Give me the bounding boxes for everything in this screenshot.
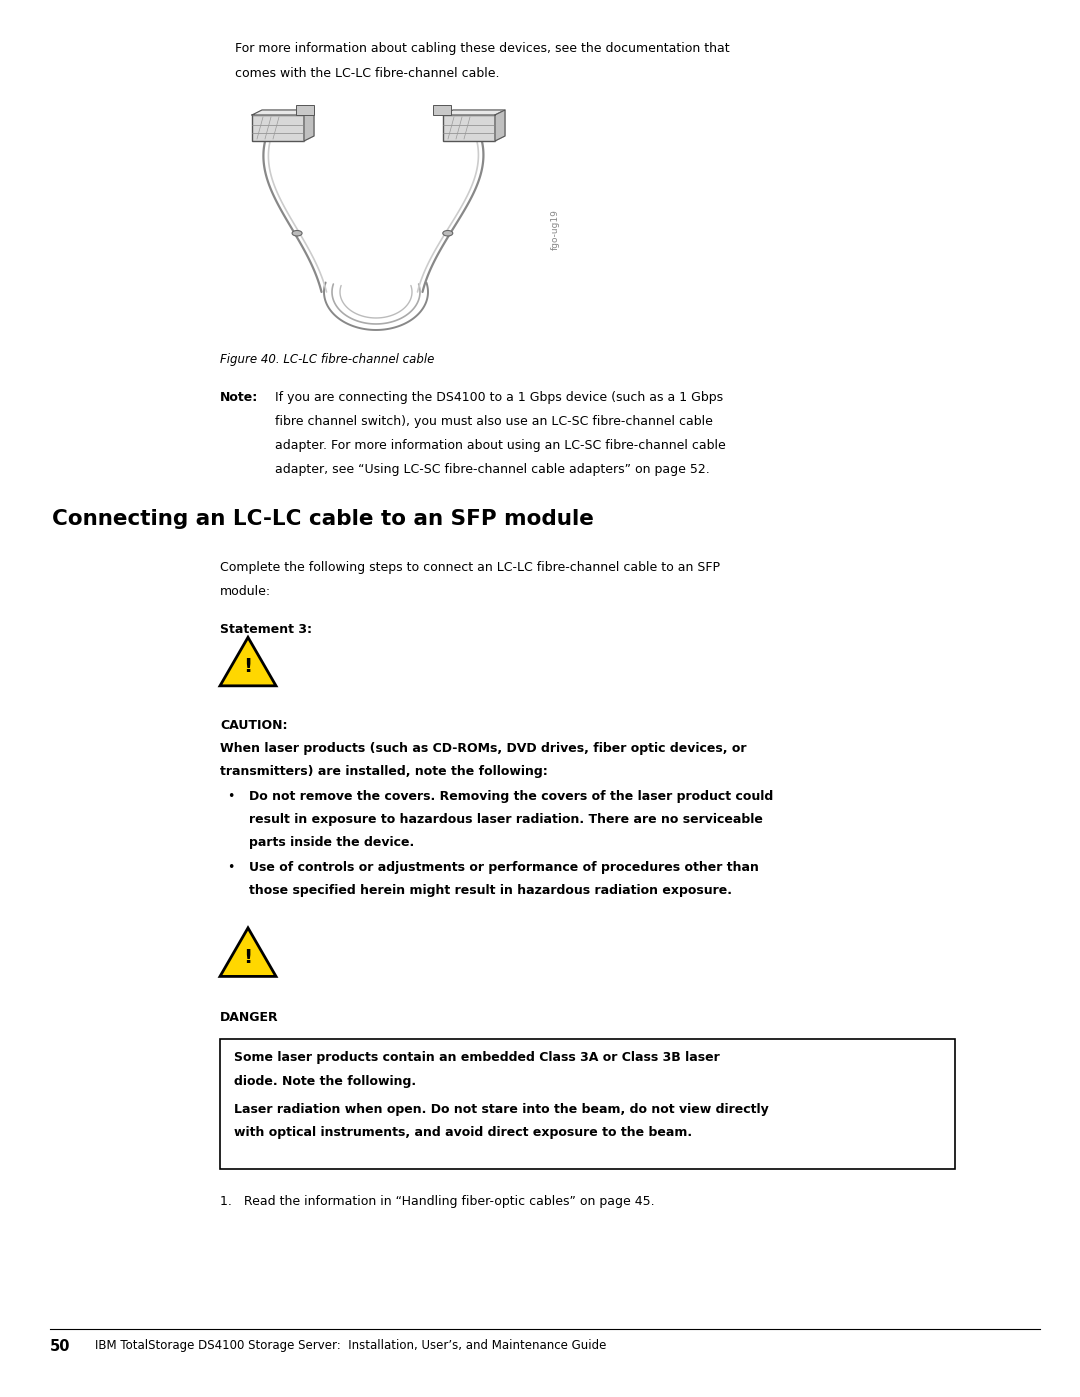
Polygon shape	[495, 110, 505, 141]
Text: Note:: Note:	[220, 391, 258, 404]
Text: fibre channel switch), you must also use an LC-SC fibre-channel cable: fibre channel switch), you must also use…	[275, 415, 713, 427]
Polygon shape	[252, 110, 314, 115]
Text: !: !	[243, 947, 253, 967]
Text: IBM TotalStorage DS4100 Storage Server:  Installation, User’s, and Maintenance G: IBM TotalStorage DS4100 Storage Server: …	[95, 1338, 606, 1352]
Text: 50: 50	[50, 1338, 70, 1354]
Text: Statement 3:: Statement 3:	[220, 623, 312, 636]
Text: Do not remove the covers. Removing the covers of the laser product could: Do not remove the covers. Removing the c…	[249, 791, 773, 803]
Text: parts inside the device.: parts inside the device.	[249, 837, 415, 849]
Ellipse shape	[443, 231, 453, 236]
Text: fgo-ug19: fgo-ug19	[551, 210, 559, 250]
Text: When laser products (such as CD-ROMs, DVD drives, fiber optic devices, or: When laser products (such as CD-ROMs, DV…	[220, 742, 746, 754]
FancyBboxPatch shape	[296, 105, 314, 115]
Text: Figure 40. LC-LC fibre-channel cable: Figure 40. LC-LC fibre-channel cable	[220, 353, 434, 366]
Polygon shape	[220, 637, 276, 686]
Text: module:: module:	[220, 585, 271, 598]
Polygon shape	[220, 928, 276, 977]
Ellipse shape	[292, 231, 302, 236]
Text: adapter, see “Using LC-SC fibre-channel cable adapters” on page 52.: adapter, see “Using LC-SC fibre-channel …	[275, 464, 710, 476]
Text: DANGER: DANGER	[220, 1011, 279, 1024]
Text: Some laser products contain an embedded Class 3A or Class 3B laser: Some laser products contain an embedded …	[234, 1052, 719, 1065]
Text: those specified herein might result in hazardous radiation exposure.: those specified herein might result in h…	[249, 884, 732, 897]
Polygon shape	[443, 110, 505, 115]
Text: Connecting an LC-LC cable to an SFP module: Connecting an LC-LC cable to an SFP modu…	[52, 509, 594, 529]
Text: result in exposure to hazardous laser radiation. There are no serviceable: result in exposure to hazardous laser ra…	[249, 813, 762, 826]
Text: !: !	[243, 657, 253, 676]
Polygon shape	[303, 110, 314, 141]
Text: adapter. For more information about using an LC-SC fibre-channel cable: adapter. For more information about usin…	[275, 439, 726, 453]
Text: For more information about cabling these devices, see the documentation that: For more information about cabling these…	[235, 42, 730, 54]
Text: 1.   Read the information in “Handling fiber-optic cables” on page 45.: 1. Read the information in “Handling fib…	[220, 1196, 654, 1208]
Text: transmitters) are installed, note the following:: transmitters) are installed, note the fo…	[220, 766, 548, 778]
Text: If you are connecting the DS4100 to a 1 Gbps device (such as a 1 Gbps: If you are connecting the DS4100 to a 1 …	[275, 391, 724, 404]
Text: comes with the LC-LC fibre-channel cable.: comes with the LC-LC fibre-channel cable…	[235, 67, 499, 80]
FancyBboxPatch shape	[433, 105, 451, 115]
FancyBboxPatch shape	[443, 115, 495, 141]
FancyBboxPatch shape	[220, 1039, 955, 1169]
Text: •: •	[227, 862, 234, 875]
Text: CAUTION:: CAUTION:	[220, 719, 287, 732]
Text: with optical instruments, and avoid direct exposure to the beam.: with optical instruments, and avoid dire…	[234, 1126, 692, 1140]
Text: Complete the following steps to connect an LC-LC fibre-channel cable to an SFP: Complete the following steps to connect …	[220, 562, 720, 574]
Text: Laser radiation when open. Do not stare into the beam, do not view directly: Laser radiation when open. Do not stare …	[234, 1104, 769, 1116]
Text: •: •	[227, 791, 234, 803]
Text: diode. Note the following.: diode. Note the following.	[234, 1074, 416, 1087]
FancyBboxPatch shape	[252, 115, 303, 141]
Text: Use of controls or adjustments or performance of procedures other than: Use of controls or adjustments or perfor…	[249, 862, 759, 875]
